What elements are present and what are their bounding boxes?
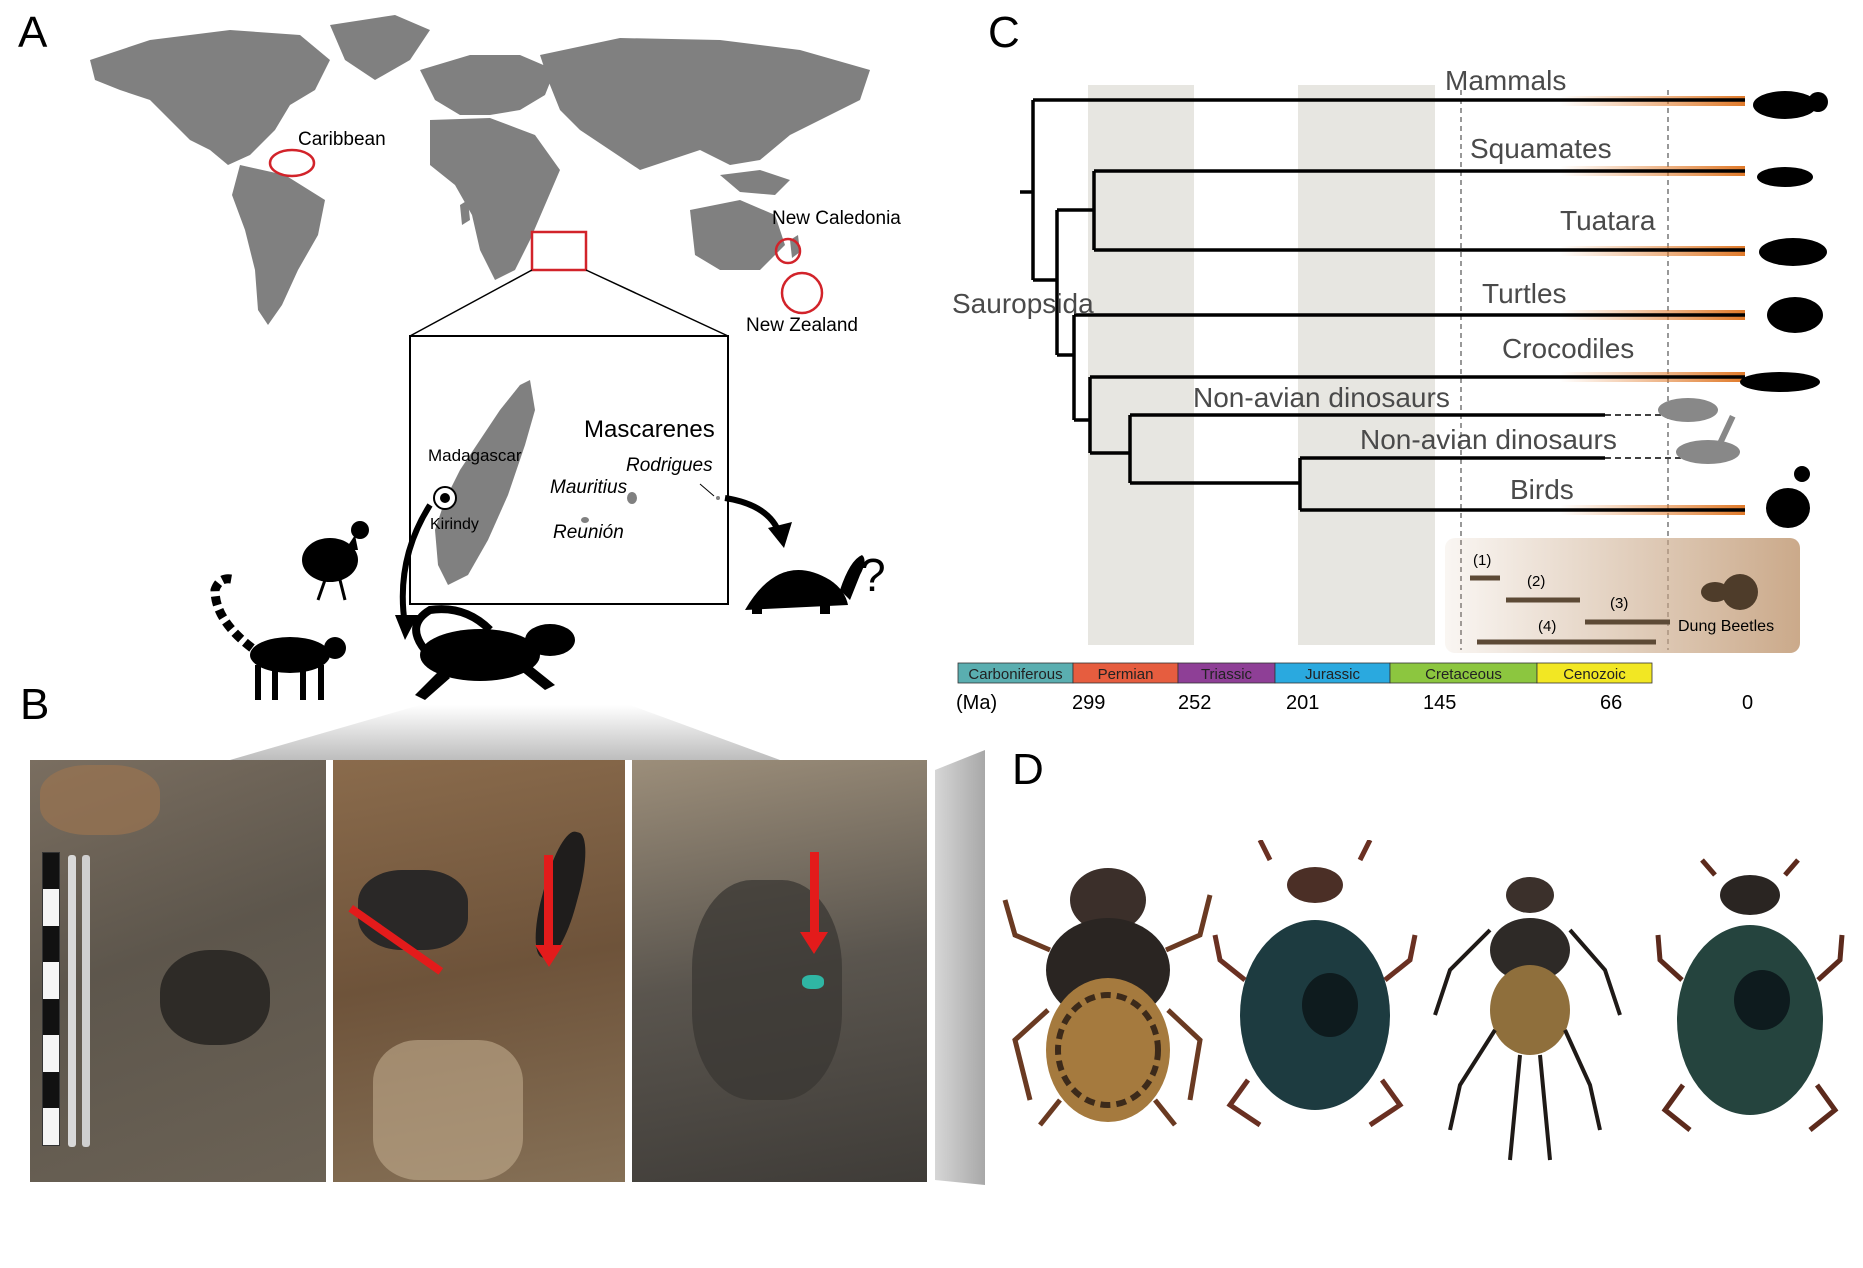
period-label-triassic: Triassic <box>1201 666 1253 683</box>
timescale-unit: (Ma) <box>956 692 998 714</box>
period-label-cretaceous: Cretaceous <box>1425 666 1502 683</box>
tuatara-icon <box>1759 238 1827 266</box>
forceps <box>68 855 76 1147</box>
dung-beetle-box <box>1445 538 1800 653</box>
red-arrow-3 <box>810 852 819 937</box>
dung-ball-icon <box>1722 574 1758 610</box>
photo-field-burrow <box>632 760 927 1182</box>
tick-66: 66 <box>1600 692 1623 714</box>
period-label-carboniferous: Carboniferous <box>968 666 1062 683</box>
sauropod-icon <box>1676 440 1740 464</box>
clade-birds: Birds <box>1510 474 1574 505</box>
panel-label-c: C <box>988 8 1020 57</box>
photo-field-scat <box>30 760 326 1182</box>
tick-201: 201 <box>1286 692 1320 714</box>
beetle-3 <box>1433 877 1622 1161</box>
beetle-2 <box>1212 840 1418 1128</box>
panel-label-a: A <box>18 8 48 57</box>
question-mark: ? <box>860 549 886 601</box>
arrow-to-lizard <box>399 503 433 626</box>
photo-field-beetles <box>333 760 625 1182</box>
lemur-silhouette <box>250 637 330 673</box>
tick-299: 299 <box>1072 692 1106 714</box>
label-madagascar: Madagascar <box>428 446 522 465</box>
label-mascarenes: Mascarenes <box>584 416 715 443</box>
zoom-box <box>530 230 588 272</box>
crocodile-icon <box>1740 372 1820 392</box>
bird-icon <box>1766 488 1810 528</box>
clade-crocodiles: Crocodiles <box>1502 333 1635 364</box>
label-reunion: Reunión <box>553 522 624 543</box>
madagascar-shape <box>435 380 535 585</box>
lemur-icon <box>1753 91 1817 119</box>
phylogeny-chart: Carboniferous Permian Triassic Jurassic Cret… <box>957 85 1828 684</box>
new-caledonia-circle <box>774 237 802 265</box>
tortoise-icon <box>1767 297 1823 333</box>
jurassic-shade <box>1298 85 1435 645</box>
bird-silhouette <box>302 538 358 582</box>
beetle-1 <box>1002 868 1213 1127</box>
permian-shade <box>1088 85 1194 645</box>
timescale-bar: Carboniferous Permian Triassic Jurassic Cret… <box>957 662 1653 684</box>
period-label-permian: Permian <box>1098 666 1154 683</box>
range-label-2: (2) <box>1527 573 1546 590</box>
tick-0: 0 <box>1742 692 1754 714</box>
label-new-caledonia: New Caledonia <box>772 208 901 229</box>
label-new-zealand: New Zealand <box>746 315 858 336</box>
range-label-3: (3) <box>1610 595 1629 612</box>
tick-145: 145 <box>1423 692 1457 714</box>
period-bar-cenozoic <box>1536 662 1653 684</box>
clade-tuatara: Tuatara <box>1560 205 1656 236</box>
scale-bar <box>42 852 60 1146</box>
label-rodrigues: Rodrigues <box>626 455 713 476</box>
range-label-4: (4) <box>1538 618 1557 635</box>
label-sauropsida: Sauropsida <box>952 288 1094 319</box>
photo-strip-frame <box>230 705 985 1185</box>
beetle-specimens <box>1002 840 1845 1161</box>
clade-turtles: Turtles <box>1482 278 1567 309</box>
period-label-jurassic: Jurassic <box>1305 666 1361 683</box>
label-caribbean: Caribbean <box>298 129 386 150</box>
panel-label-d: D <box>1012 745 1044 794</box>
beetle-4 <box>1655 858 1845 1132</box>
tick-252: 252 <box>1178 692 1212 714</box>
lizard-silhouette <box>420 629 540 681</box>
caribbean-circle <box>268 148 316 178</box>
hadrosaur-icon <box>1658 398 1718 422</box>
world-map <box>90 15 870 700</box>
period-label-cenozoic: Cenozoic <box>1563 666 1626 683</box>
new-zealand-circle <box>780 271 824 315</box>
label-dung-beetles: Dung Beetles <box>1678 618 1775 635</box>
dung-beetle-icon <box>1701 582 1729 602</box>
clade-non-avian-dinosaurs-1: Non-avian dinosaurs <box>1193 382 1450 413</box>
label-kirindy: Kirindy <box>430 516 479 533</box>
label-mauritius: Mauritius <box>550 477 628 498</box>
range-bars <box>1470 575 1670 645</box>
range-label-1: (1) <box>1473 552 1492 569</box>
lizard-icon <box>1757 167 1813 187</box>
tree-branches <box>1020 98 1745 512</box>
clade-non-avian-dinosaurs-2: Non-avian dinosaurs <box>1360 424 1617 455</box>
clade-mammals: Mammals <box>1445 65 1567 96</box>
clade-squamates: Squamates <box>1470 133 1612 164</box>
red-arrow-2 <box>544 855 553 950</box>
panel-label-b: B <box>20 680 50 729</box>
